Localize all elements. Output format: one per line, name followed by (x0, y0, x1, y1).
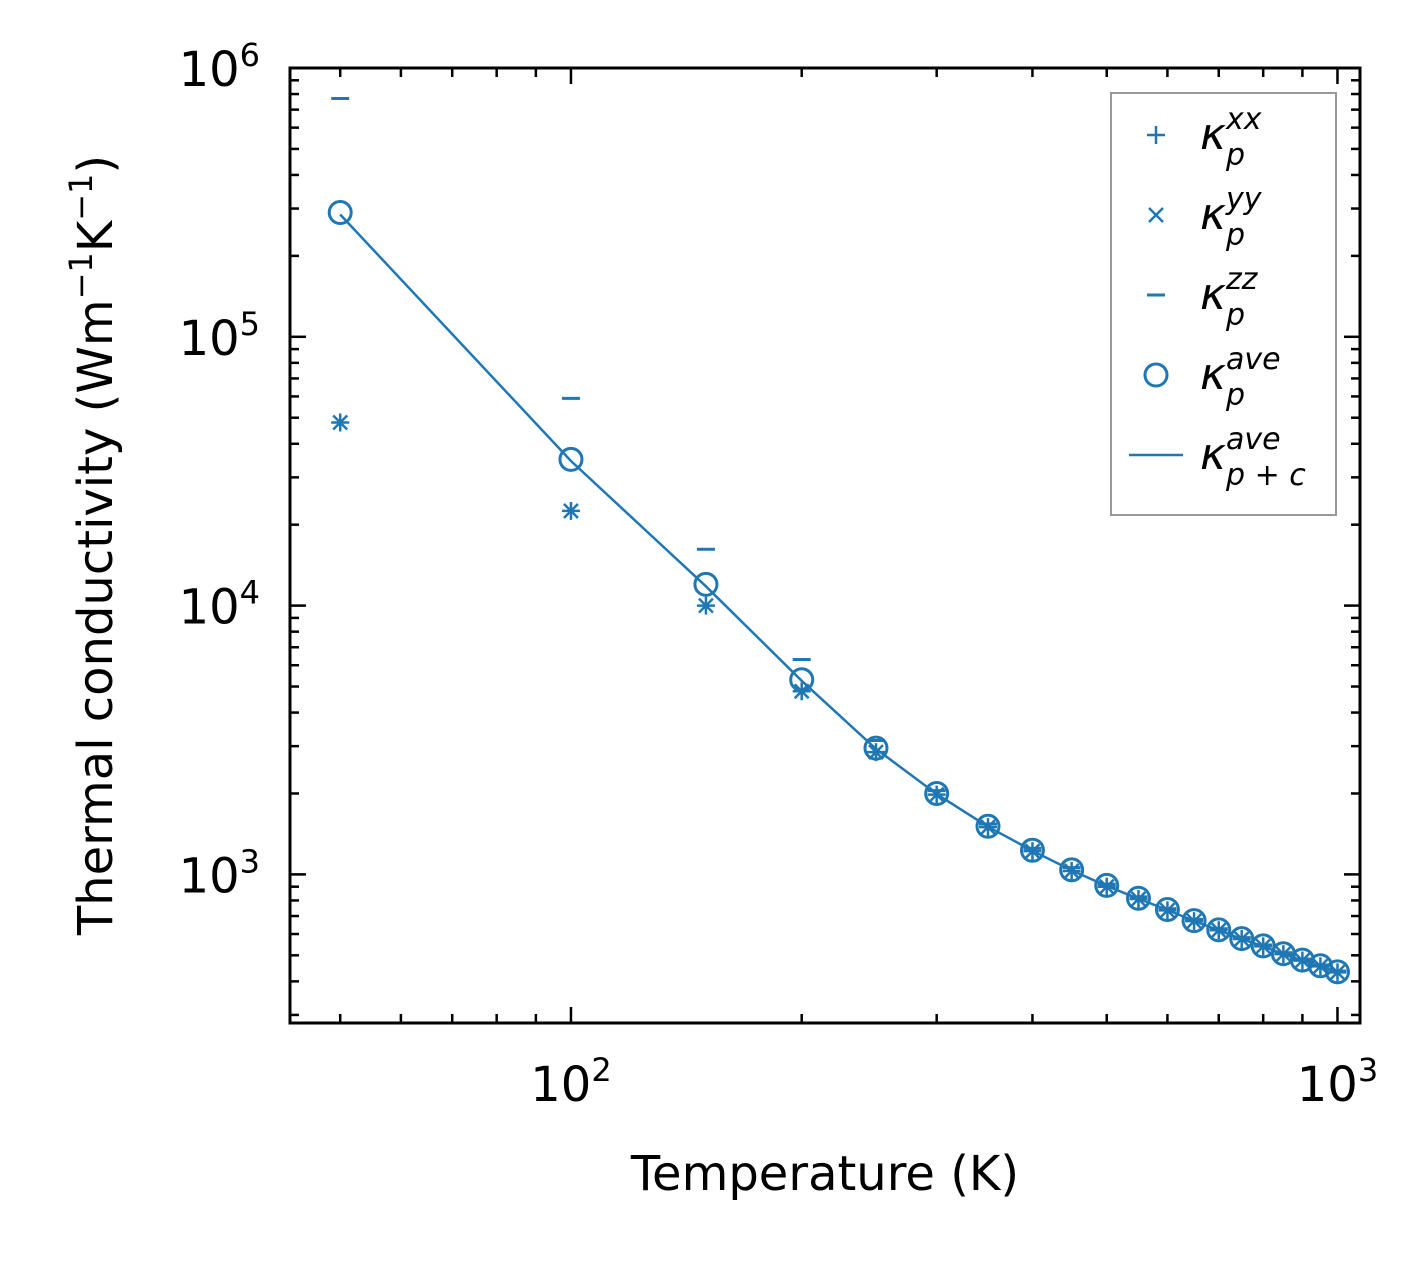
y-axis-label: Thermal conductivity (Wm−1K−1) (62, 155, 124, 936)
x-tick-label: 103 (1297, 1051, 1378, 1113)
tick-labels: 102 103 103 104 105 106 (179, 36, 1379, 1113)
point-kappa_p_yy (563, 503, 579, 519)
legend-label: κxx p (1200, 102, 1262, 173)
x-tick-label: 102 (530, 1051, 611, 1113)
y-tick-label: 106 (179, 36, 260, 98)
legend-label: κave p + c (1200, 422, 1306, 493)
point-kappa_p_yy (698, 597, 714, 614)
legend-label: κzz p (1200, 262, 1259, 333)
point-kappa_p_ave (1125, 885, 1151, 911)
point-kappa_p_ave (558, 446, 584, 472)
point-kappa_p_ave (693, 571, 719, 597)
y-tick-label: 103 (179, 842, 260, 904)
legend-label: κyy p (1200, 182, 1263, 253)
legend-frame (1110, 92, 1337, 516)
plot-frame (288, 66, 1362, 1025)
series-kappa_p_ave (327, 200, 1350, 985)
point-kappa_p_ave (1324, 959, 1350, 985)
series-kappa_p_zz (331, 97, 1347, 973)
legend: κxx p κyy p κzz p κave p κave p + c (1110, 92, 1337, 516)
point-kappa_p_ave (924, 780, 950, 806)
legend-label: κave p (1200, 342, 1281, 413)
legend-entry: κxx p (1147, 102, 1262, 173)
point-kappa_p_ave (1229, 926, 1255, 952)
legend-marker-plus (1147, 126, 1165, 144)
point-kappa_p_yy (332, 414, 349, 431)
x-axis-label: Temperature (K) (630, 1146, 1019, 1202)
series-line-kappa_p+c_ave (339, 213, 1338, 974)
plot-area (327, 97, 1350, 985)
point-kappa_p_ave (789, 667, 815, 693)
point-kappa_p_ave (1181, 908, 1207, 934)
point-kappa_p_ave (327, 200, 353, 226)
legend-marker-x (1148, 207, 1164, 223)
legend-entry: κave p + c (1129, 422, 1306, 493)
point-kappa_p_ave (1289, 947, 1315, 973)
point-kappa_p_ave (1154, 897, 1180, 923)
point-kappa_p_ave (1206, 917, 1232, 943)
point-kappa_p_ave (1094, 872, 1120, 898)
point-kappa_p_ave (1059, 857, 1085, 883)
point-kappa_p_ave (1307, 953, 1333, 979)
legend-marker-circle (1143, 362, 1169, 388)
point-kappa_p_ave (975, 813, 1001, 839)
y-tick-label: 104 (179, 574, 260, 636)
y-tick-label: 105 (179, 305, 260, 367)
legend-entry: κyy p (1148, 182, 1263, 253)
point-kappa_p_ave (863, 735, 889, 761)
legend-entry: κave p (1143, 342, 1281, 413)
legend-entry: κzz p (1147, 262, 1259, 333)
point-kappa_p_ave (1019, 837, 1045, 863)
